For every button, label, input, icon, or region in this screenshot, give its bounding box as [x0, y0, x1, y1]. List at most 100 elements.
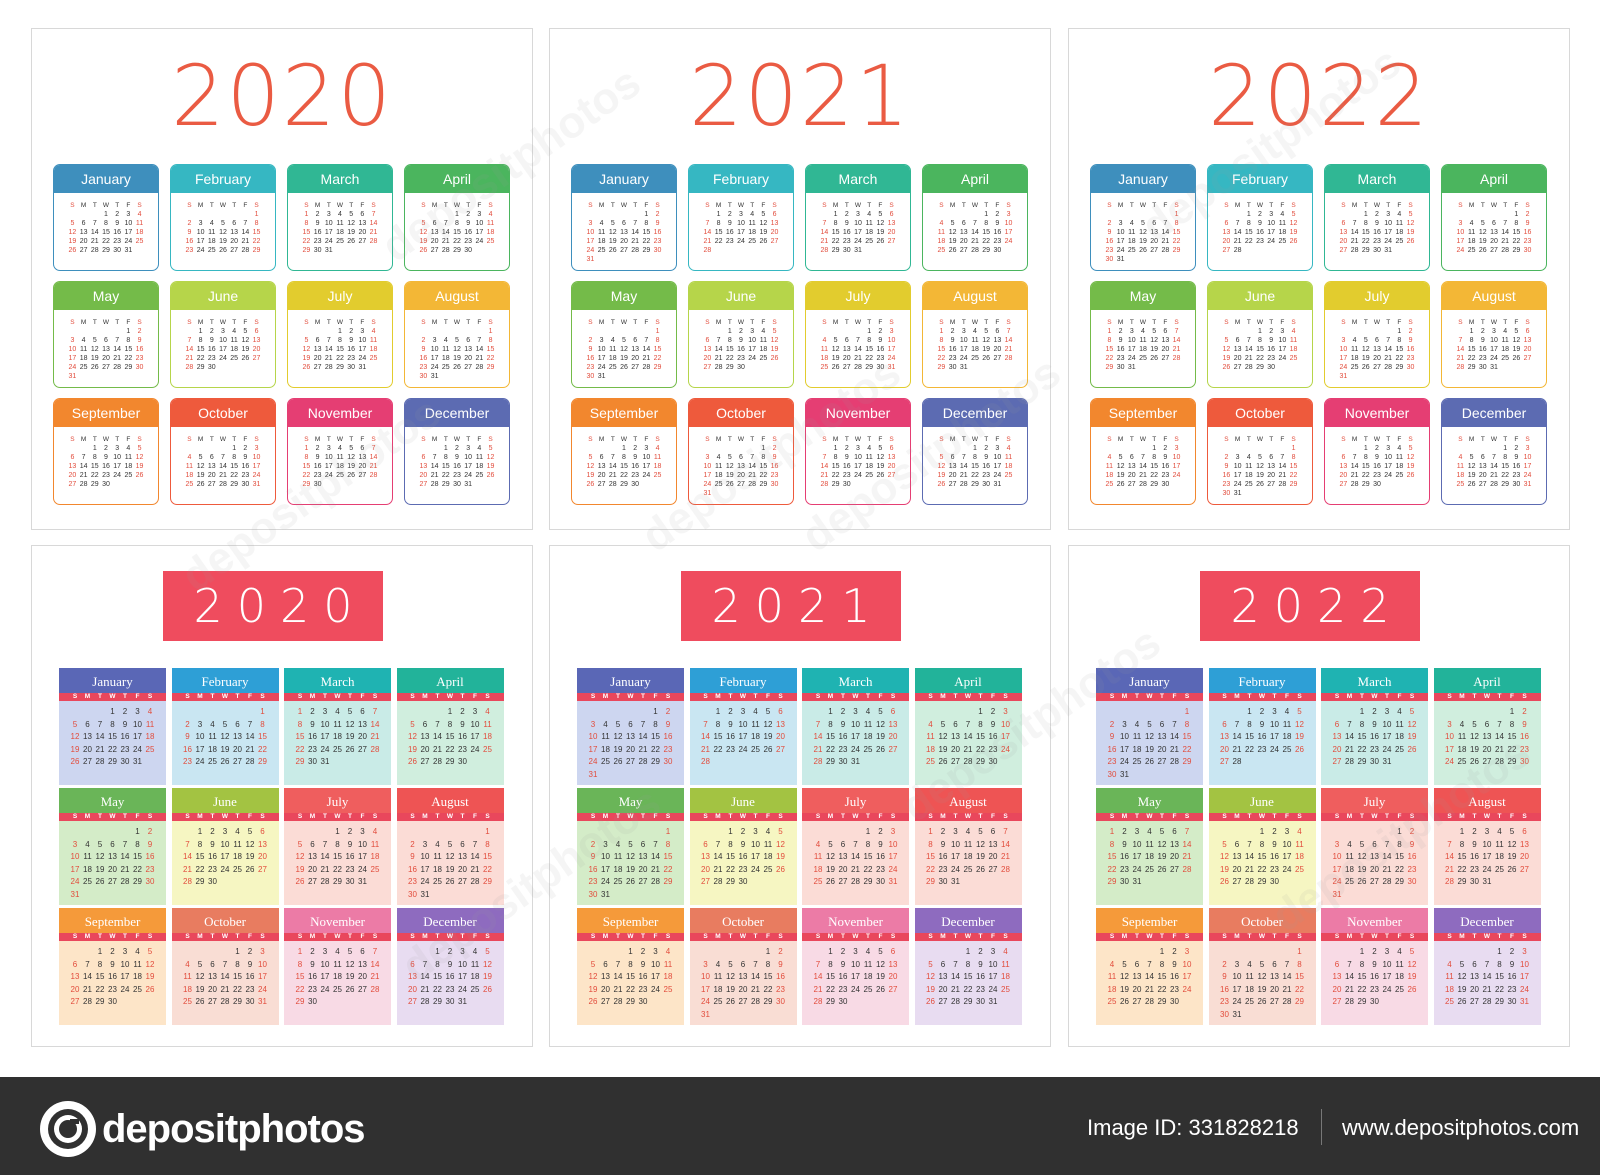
day-cell: 14: [1456, 346, 1465, 353]
day-cell: 26: [826, 877, 835, 887]
weekday-letter: S: [1174, 202, 1179, 209]
weekday-letter: M: [940, 933, 946, 940]
day-cell: 9: [655, 220, 660, 227]
day-cell: 21: [1233, 238, 1242, 245]
day-cell: 3: [1174, 445, 1179, 452]
brand-logo[interactable]: depositphotos: [40, 1101, 366, 1157]
day-cell: 30: [993, 247, 1002, 254]
weekday-letter: F: [126, 436, 131, 443]
month-card-june: June S M T W T F S 1 2 3 4 5 6 7 8 9 10 11 12 13 14 15 16 17 18 19…: [170, 281, 276, 388]
weekday-letter: M: [309, 693, 316, 700]
day-cell: 20: [737, 472, 745, 479]
day-cell: 24: [1172, 472, 1181, 479]
day-cell: 17: [120, 972, 130, 982]
day-cell: 27: [207, 481, 216, 488]
day-cell: 5: [878, 445, 883, 452]
day-cell: 21: [713, 864, 723, 874]
day-cell: 25: [333, 984, 342, 994]
weekday-letter: T: [1160, 813, 1164, 820]
day-cell: 15: [1182, 732, 1192, 742]
day-cell: 23: [976, 984, 985, 994]
day-cell: 9: [940, 839, 946, 849]
empty-cell: [607, 444, 618, 453]
day-cell: 18: [1445, 984, 1454, 994]
day-cell: 3: [1384, 707, 1390, 716]
empty-cell: [637, 706, 650, 719]
day-cell: 13: [207, 463, 216, 470]
day-cell: 27: [638, 877, 648, 887]
day-cell: 24: [1339, 364, 1348, 371]
month-block-august: August S M T W T F S 1 2 3 4 5 6 7 8 9 10 11 12 13 14 15 16 17 18…: [396, 788, 504, 905]
day-cell: 7: [644, 337, 649, 344]
day-grid: 1 2 3 4 5 6 7 8 9 10 11 12 13 14 15 16 17 18 19 20 21 22 23 24 2…: [1209, 941, 1316, 1022]
weekday-letter: T: [641, 813, 645, 820]
day-cell: 26: [1361, 364, 1370, 371]
day-cell: 21: [1139, 472, 1147, 479]
weekday-letter: T: [92, 436, 97, 443]
day-cell: 12: [759, 220, 768, 227]
day-cell: 19: [770, 346, 779, 353]
day-cell: 21: [79, 472, 88, 479]
day-cell: 5: [72, 719, 78, 729]
day-cell: 23: [1407, 864, 1417, 874]
weekday-letter: W: [971, 436, 979, 443]
day-cell: 3: [889, 328, 894, 335]
day-cell: 17: [219, 346, 227, 353]
day-cell: 22: [258, 744, 267, 754]
day-cell: 21: [1384, 355, 1393, 362]
day-cell: 25: [369, 355, 378, 362]
day-cell: 29: [1501, 481, 1510, 488]
day-grid: S M T W T F S 1 2 3 4 5 6 7 8 9 10 11 12 13 14 15 16 17 18 19 20 21…: [1325, 310, 1429, 381]
day-cell: 27: [430, 247, 439, 254]
day-cell: 27: [420, 757, 430, 767]
day-cell: 12: [1139, 229, 1147, 236]
month-name: November: [288, 399, 392, 427]
month-block-september: September S M T W T F S 1 2 3 4 5 6 7 8 9 10 11 12 13 14 15 16 1…: [59, 908, 166, 1025]
day-cell: 11: [333, 959, 342, 969]
day-cell: 22: [1457, 864, 1467, 874]
day-cell: 23: [1257, 744, 1267, 754]
weekday-letter: S: [590, 813, 596, 820]
day-cell: 3: [1006, 211, 1011, 218]
day-cell: 23: [1406, 355, 1415, 362]
day-cell: 17: [464, 463, 473, 470]
weekday-letter: S: [703, 813, 708, 820]
weekday-letter: S: [705, 319, 710, 326]
day-cell: 13: [631, 346, 640, 353]
month-name: July: [1321, 788, 1428, 813]
day-cell: 5: [421, 220, 426, 227]
weekday-letter: S: [705, 436, 710, 443]
day-cell: 23: [347, 355, 356, 362]
day-cell: 10: [258, 959, 267, 969]
day-cell: 4: [765, 827, 771, 836]
day-cell: 27: [102, 364, 110, 371]
day-cell: 8: [828, 959, 833, 969]
day-cell: 25: [486, 238, 495, 245]
day-cell: 22: [976, 744, 985, 754]
day-cell: 2: [940, 827, 946, 836]
day-cell: 22: [831, 238, 840, 245]
day-cell: 2: [984, 445, 989, 452]
day-cell: 9: [122, 719, 128, 729]
day-grid: 1 2 3 4 5 6 7 8 9 10 11 12 13 14 15 16 17 18 19 20 21 22 23 24 2…: [397, 821, 504, 902]
day-cell: 3: [750, 328, 755, 335]
empty-cell: [812, 706, 825, 719]
day-cell: 9: [728, 719, 733, 729]
day-cell: 29: [831, 247, 840, 254]
day-cell: 1: [1509, 707, 1515, 716]
weekday-letter: S: [1006, 436, 1011, 443]
site-link[interactable]: www.depositphotos.com: [1342, 1115, 1580, 1140]
empty-cell: [702, 210, 713, 219]
day-cell: 20: [1267, 472, 1276, 479]
empty-cell: [1143, 946, 1156, 959]
weekday-letter: S: [297, 933, 303, 940]
day-cell: 3: [1235, 454, 1240, 461]
weekday-letter: S: [815, 693, 821, 700]
day-grid: S M T W T F S 1 2 3 4 5 6 7 8 9 10 11 12 13 14 15 16 17 18 19 20 21…: [288, 427, 392, 489]
day-cell: 3: [653, 947, 658, 956]
day-cell: 8: [435, 959, 440, 969]
day-cell: 29: [1107, 877, 1117, 887]
empty-cell: [1383, 327, 1394, 336]
day-cell: 26: [1139, 247, 1147, 254]
month-name: October: [689, 399, 793, 427]
